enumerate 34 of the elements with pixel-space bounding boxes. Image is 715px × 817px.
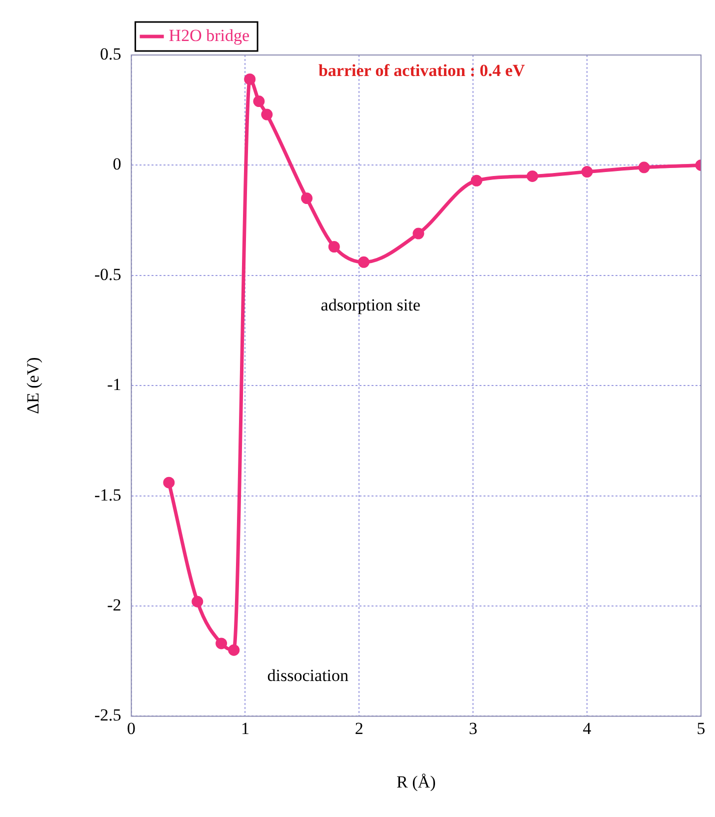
x-tick-label: 5 <box>696 718 706 738</box>
point <box>470 174 482 186</box>
x-tick-label: 1 <box>241 718 250 738</box>
point <box>253 96 265 108</box>
point <box>358 256 370 268</box>
point <box>581 166 593 178</box>
y-tick-label: -2.5 <box>94 706 122 725</box>
annotation: dissociation <box>267 666 350 685</box>
x-tick-label: 2 <box>354 718 364 738</box>
point <box>638 162 650 174</box>
y-tick-label: -0.5 <box>94 264 122 284</box>
y-tick-label: -1.5 <box>94 485 122 504</box>
annotation: adsorption site <box>320 296 420 315</box>
x-axis-title: R (Å) <box>396 772 436 792</box>
y-tick-label: 0 <box>112 154 122 174</box>
x-tick-label: 3 <box>468 718 478 738</box>
point <box>328 241 340 252</box>
legend-label: H2O bridge <box>168 26 250 45</box>
point <box>163 476 175 488</box>
point <box>192 596 204 608</box>
x-tick-label: 0 <box>127 718 136 738</box>
annotation: barrier of activation : 0.4 eV <box>318 60 526 80</box>
point <box>261 108 273 120</box>
point <box>526 170 538 182</box>
point <box>301 192 313 204</box>
x-tick-label: 4 <box>582 718 592 738</box>
y-tick-label: -2 <box>107 595 122 614</box>
point <box>228 644 240 656</box>
point <box>412 228 424 240</box>
point <box>244 73 256 85</box>
point <box>216 638 228 650</box>
y-axis-title: ΔE (eV) <box>24 357 43 414</box>
y-tick-label: -1 <box>107 375 122 394</box>
y-tick-label: 0.5 <box>100 44 122 64</box>
